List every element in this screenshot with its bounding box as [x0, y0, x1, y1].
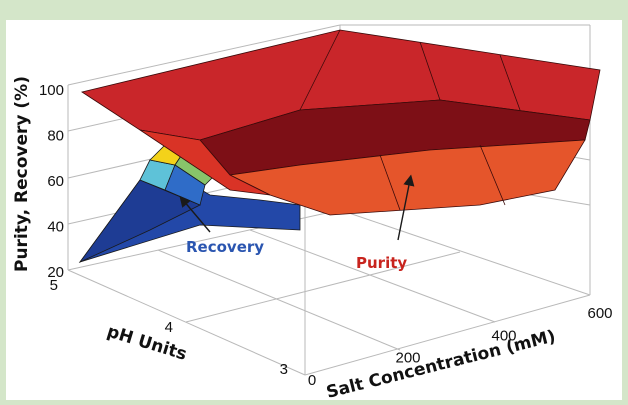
salt-tick-200: 200 [395, 350, 420, 367]
ph-axis-ticks: 3 4 5 [50, 277, 288, 378]
purity-mesh-3 [499, 54, 521, 111]
salt-tick-600: 600 [587, 305, 612, 322]
z-tick-80: 80 [47, 128, 64, 145]
wall-grid-100 [67, 24, 341, 86]
salt-axis-ticks: 0 200 400 600 [308, 305, 613, 389]
salt-tick-0: 0 [308, 372, 316, 389]
salt-tick-400: 400 [491, 327, 516, 344]
purity-left-dip [139, 129, 271, 196]
z-axis-ticks: 20 40 60 80 100 [39, 82, 64, 281]
purity-mesh-2 [419, 41, 441, 101]
recovery-surface [78, 144, 301, 264]
floor-front-right [304, 294, 591, 376]
ph-tick-3: 3 [280, 361, 288, 378]
salt-axis-title: Salt Concentration (mM) [324, 327, 557, 403]
purity-mesh-1 [299, 29, 341, 111]
purity-mesh-4 [379, 154, 401, 211]
ph-axis-title: pH Units [105, 322, 190, 365]
z-tick-20: 20 [47, 264, 64, 281]
floor-grid-ph4 [185, 251, 461, 323]
z-tick-100: 100 [39, 82, 64, 99]
ph-tick-5: 5 [50, 277, 58, 294]
floor-front-left [67, 269, 306, 376]
z-tick-40: 40 [47, 219, 64, 236]
floor-grid-salt400 [249, 229, 496, 323]
floor-back-right [339, 209, 591, 296]
purity-mesh-5 [479, 144, 506, 206]
purity-arrow [397, 174, 415, 241]
z-axis-title: Purity, Recovery (%) [12, 76, 32, 272]
recovery-label: Recovery [186, 238, 264, 256]
ph-tick-4: 4 [165, 319, 173, 336]
z-tick-60: 60 [47, 173, 64, 190]
recovery-arrow [179, 195, 211, 233]
purity-label: Purity [356, 254, 407, 272]
floor-grid-salt200 [157, 249, 401, 351]
